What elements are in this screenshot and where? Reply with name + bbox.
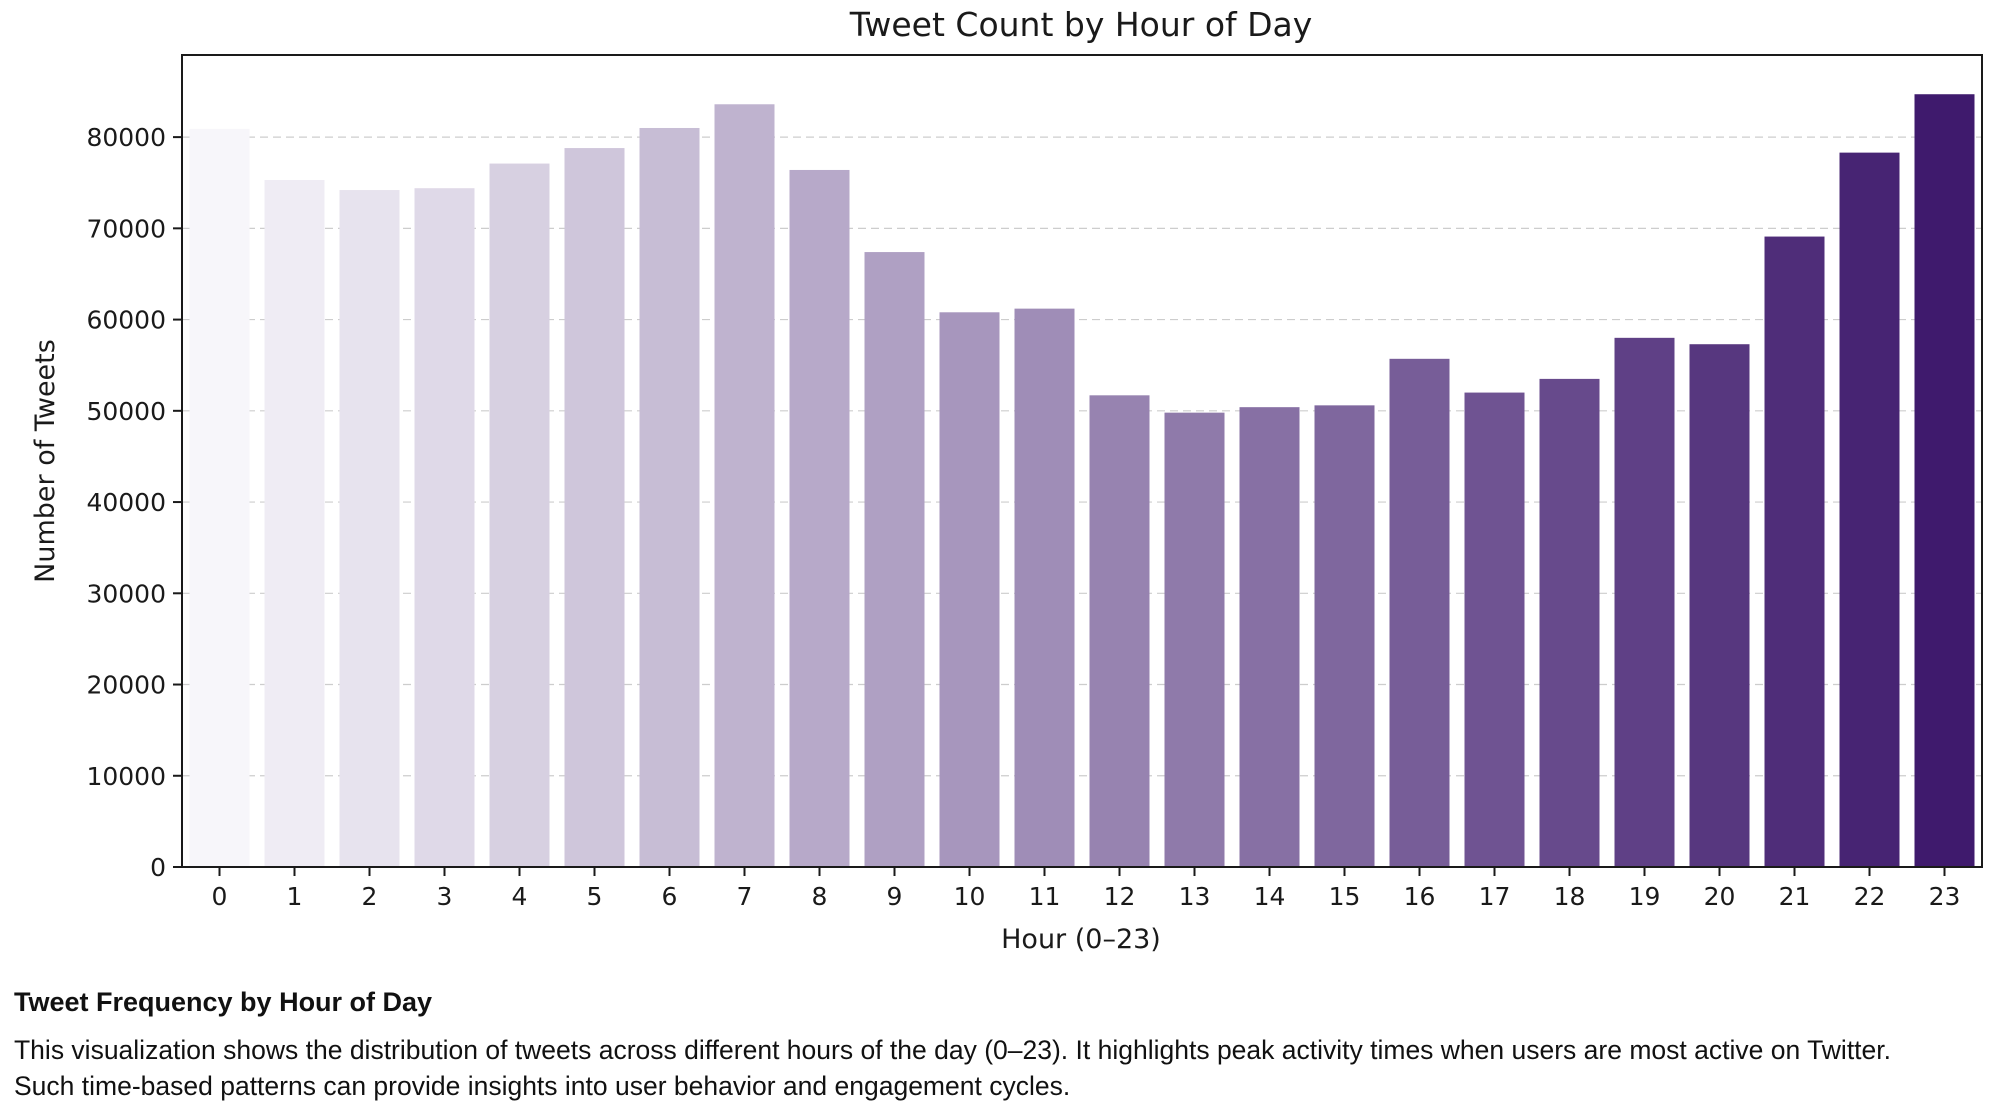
x-tick-label: 20 bbox=[1704, 882, 1736, 911]
bar-hour-8 bbox=[789, 169, 850, 868]
bar-hour-0 bbox=[189, 128, 250, 867]
bar-hour-1 bbox=[264, 179, 325, 867]
bar-hour-12 bbox=[1089, 395, 1150, 867]
bar-hour-19 bbox=[1614, 337, 1675, 868]
bar-chart: Tweet Count by Hour of Day 0100002000030… bbox=[30, 5, 1983, 955]
y-tick-label: 50000 bbox=[86, 397, 166, 426]
x-tick-label: 23 bbox=[1929, 882, 1961, 911]
bar-hour-11 bbox=[1014, 308, 1075, 867]
x-tick-label: 7 bbox=[737, 882, 753, 911]
y-tick-label: 30000 bbox=[86, 579, 166, 608]
x-tick-label: 22 bbox=[1854, 882, 1886, 911]
y-tick-label: 60000 bbox=[86, 306, 166, 335]
x-tick-label: 11 bbox=[1029, 882, 1061, 911]
y-tick-label: 80000 bbox=[86, 123, 166, 152]
y-tick-label: 40000 bbox=[86, 488, 166, 517]
bar-hour-22 bbox=[1839, 152, 1900, 868]
bar-hour-4 bbox=[489, 163, 550, 867]
bar-hour-18 bbox=[1539, 378, 1600, 867]
x-tick-label: 1 bbox=[287, 882, 303, 911]
bar-hour-15 bbox=[1314, 405, 1375, 867]
x-tick-label: 19 bbox=[1629, 882, 1661, 911]
x-tick-label: 4 bbox=[512, 882, 528, 911]
bar-hour-21 bbox=[1764, 236, 1825, 867]
plot-frame bbox=[181, 54, 1983, 868]
y-tick-label: 70000 bbox=[86, 214, 166, 243]
bar-hour-9 bbox=[864, 252, 925, 868]
x-axis-label: Hour (0–23) bbox=[1001, 924, 1161, 955]
bar-hour-20 bbox=[1689, 344, 1750, 867]
bar-hour-5 bbox=[564, 148, 625, 867]
y-tick-label: 10000 bbox=[86, 762, 166, 791]
x-tick-label: 13 bbox=[1179, 882, 1211, 911]
caption-text: This visualization shows the distributio… bbox=[14, 1035, 1892, 1101]
y-tick-label: 0 bbox=[150, 853, 166, 882]
y-axis-label: Number of Tweets bbox=[30, 339, 61, 583]
x-tick-label: 14 bbox=[1254, 882, 1286, 911]
bar-hour-14 bbox=[1239, 407, 1300, 867]
bar-hour-3 bbox=[414, 188, 475, 868]
chart-title: Tweet Count by Hour of Day bbox=[849, 5, 1313, 44]
bar-hour-2 bbox=[339, 190, 400, 867]
x-tick-label: 12 bbox=[1104, 882, 1136, 911]
x-tick-label: 17 bbox=[1479, 882, 1511, 911]
x-tick-label: 9 bbox=[887, 882, 903, 911]
x-tick-label: 18 bbox=[1554, 882, 1586, 911]
bar-hour-23 bbox=[1914, 94, 1975, 868]
x-tick-label: 21 bbox=[1779, 882, 1811, 911]
x-tick-label: 8 bbox=[812, 882, 828, 911]
bar-hour-7 bbox=[714, 104, 775, 868]
bars bbox=[189, 94, 1975, 868]
bar-hour-6 bbox=[639, 127, 700, 867]
chart-caption: Tweet Frequency by Hour of Day This visu… bbox=[14, 984, 2004, 1104]
bar-hour-16 bbox=[1389, 358, 1450, 867]
y-tick-label: 20000 bbox=[86, 671, 166, 700]
x-tick-label: 15 bbox=[1329, 882, 1361, 911]
gridlines bbox=[182, 136, 1982, 777]
bar-hour-17 bbox=[1464, 392, 1525, 867]
x-tick-label: 6 bbox=[662, 882, 678, 911]
bar-hour-10 bbox=[939, 312, 1000, 867]
bar-hour-13 bbox=[1164, 412, 1225, 867]
x-tick-label: 3 bbox=[437, 882, 453, 911]
x-tick-label: 16 bbox=[1404, 882, 1436, 911]
x-tick-label: 2 bbox=[362, 882, 378, 911]
x-tick-label: 0 bbox=[212, 882, 228, 911]
x-tick-label: 5 bbox=[587, 882, 603, 911]
axes: 0 10000 20000 30000 40000 50000 60000 70000 8000… bbox=[86, 123, 1960, 911]
x-tick-label: 10 bbox=[954, 882, 986, 911]
caption-title: Tweet Frequency by Hour of Day bbox=[14, 987, 433, 1017]
